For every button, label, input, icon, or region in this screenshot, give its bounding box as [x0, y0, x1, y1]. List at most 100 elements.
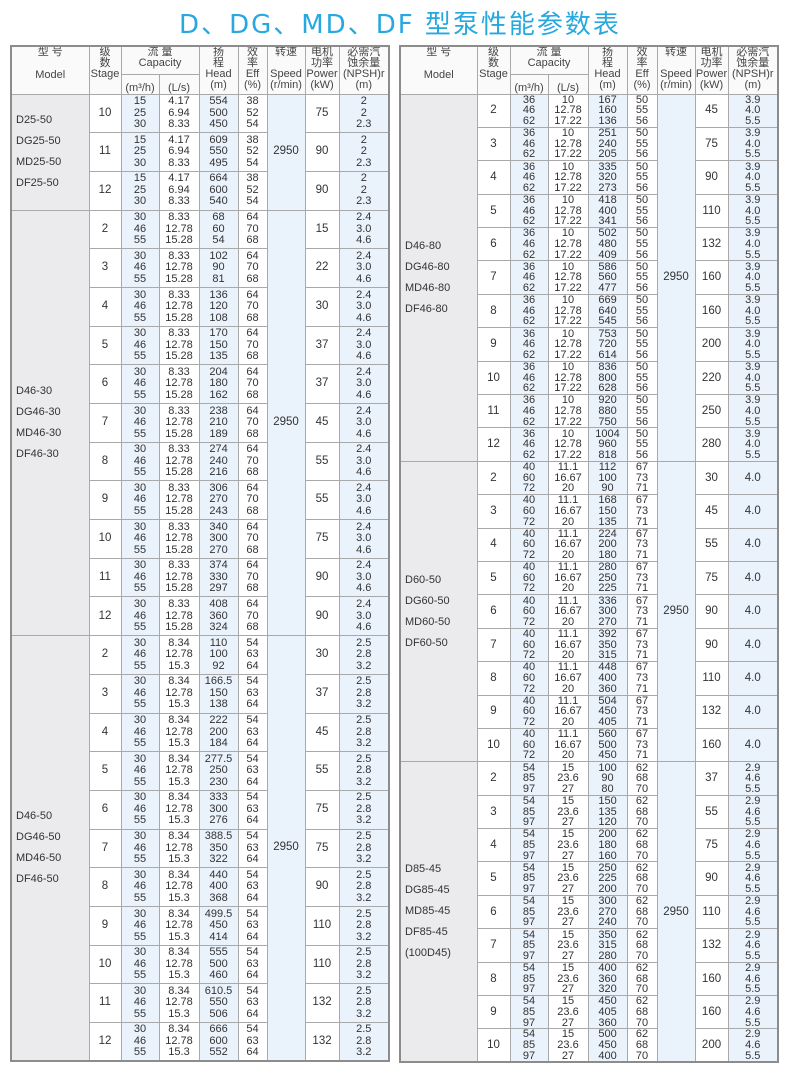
stage-cell: 7 [476, 260, 511, 295]
eff-cell: 38 52 54 [237, 132, 268, 172]
stage-cell: 3 [476, 126, 511, 162]
capacity-ls-cell-value: 15.28 [165, 234, 193, 247]
header-power: 电机 功率 Power (kW) [304, 45, 340, 95]
stage-cell: 6 [88, 789, 122, 830]
eff-cell: 54 63 64 [237, 673, 268, 714]
table-row: 5 30 46 55 8.33 12.78 15.28 170 150 135 64 70 68 37 2.… [11, 325, 390, 366]
npsh-cell-value: 5.5 [745, 114, 761, 127]
eff-cell: 38 52 54 [237, 93, 268, 134]
stage-cell: 3 [88, 673, 122, 714]
capacity-ls-cell-value: 8.34 [168, 752, 190, 765]
head-cell-value: 270 [209, 543, 228, 556]
capacity-ls-cell-value: 12.78 [165, 261, 193, 274]
head-cell-value: 240 [598, 137, 617, 150]
capacity-m3h-cell-value: 85 [522, 772, 536, 785]
head-cell-value: 210 [209, 416, 228, 429]
header-eff: 效 率 Eff (%) [626, 45, 658, 95]
capacity-m3h-cell-value: 85 [522, 805, 536, 818]
head-cell-value: 80 [601, 782, 614, 795]
eff-cell-value: 68 [635, 1039, 649, 1052]
stage-cell: 5 [476, 861, 511, 896]
model-name: D46-50 [16, 810, 53, 823]
power-cell: 110 [304, 944, 340, 985]
npsh-cell-value: 3.2 [356, 775, 372, 788]
npsh-cell-value: 2 [360, 133, 367, 146]
header-speed-en: Speed (r/min) [660, 68, 692, 91]
header-model-en: Model [35, 69, 66, 81]
power-cell: 90 [694, 861, 729, 896]
npsh-cell: 2.5 2.8 3.2 [338, 828, 390, 869]
stage-cell: 9 [476, 995, 511, 1030]
capacity-ls-cell: 8.34 12.78 15.3 [158, 635, 200, 675]
eff-cell-value: 71 [635, 515, 649, 528]
npsh-cell: 2.4 3.0 4.6 [338, 286, 390, 327]
npsh-cell-value: 3.9 [745, 394, 761, 407]
npsh-cell: 2.9 4.6 5.5 [727, 1028, 779, 1063]
header-capacity-cn: 流 量 [147, 46, 173, 58]
npsh-cell-value: 2.4 [356, 211, 372, 224]
eff-cell-value: 68 [246, 582, 259, 595]
npsh-cell-value: 5.5 [745, 315, 761, 328]
stage-cell: 12 [88, 596, 122, 637]
eff-cell-value: 50 [635, 427, 649, 440]
table-row: 7 54 85 97 15 23.6 27 350 315 280 62 68 70 132 2.9 4.6 5… [400, 928, 779, 963]
eff-cell: 67 73 71 [626, 560, 658, 596]
eff-cell-value: 56 [635, 448, 649, 461]
eff-cell-value: 73 [635, 605, 649, 618]
eff-cell-value: 70 [246, 261, 259, 274]
header-npsh: 必需汽 蚀余量 (NPSH)r (m) [338, 45, 390, 95]
model-name: D85-45 [405, 863, 442, 876]
npsh-cell: 3.9 4.0 5.5 [727, 227, 779, 262]
capacity-m3h-cell-value: 62 [522, 448, 536, 461]
capacity-ls-cell-value: 12.78 [554, 271, 582, 284]
table-row: 9 30 46 55 8.33 12.78 15.28 306 270 243 64 70 68 55 2.… [11, 480, 390, 521]
capacity-ls-cell-value: 15.3 [168, 659, 190, 672]
eff-cell: 50 55 56 [626, 293, 658, 329]
npsh-cell-value: 2.3 [356, 156, 372, 169]
capacity-ls-cell: 8.33 12.78 15.28 [158, 209, 200, 250]
capacity-m3h-cell-value: 54 [522, 795, 536, 807]
capacity-m3h-cell-value: 60 [522, 505, 536, 518]
capacity-ls-cell: 10 12.78 17.22 [547, 360, 589, 396]
capacity-ls-cell-value: 23.6 [557, 872, 579, 885]
stage-cell: 11 [476, 394, 511, 429]
model-cell: D60-50 DG60-50 MD60-50 DF60-50 [399, 460, 478, 763]
eff-cell-value: 52 [246, 145, 259, 158]
header-capacity-cn: 流 量 [536, 46, 562, 58]
head-cell-value: 324 [209, 621, 228, 634]
head-cell: 392 350 315 [587, 627, 628, 663]
capacity-m3h-cell-value: 85 [522, 972, 536, 985]
capacity-ls-cell-value: 12.78 [165, 686, 193, 699]
npsh-cell: 3.9 4.0 5.5 [727, 427, 779, 462]
header-head-label: 扬 程 Head (m) [205, 46, 232, 91]
capacity-ls-cell-value: 23.6 [557, 1039, 579, 1052]
npsh-cell: 2.9 4.6 5.5 [727, 828, 779, 863]
npsh-cell-value: 4.6 [745, 905, 761, 918]
eff-cell-value: 50 [635, 94, 649, 106]
eff-cell-value: 70 [246, 493, 259, 506]
stage-cell: 7 [476, 627, 511, 663]
capacity-ls-cell: 15 23.6 27 [547, 761, 589, 796]
header-model-cn: 型 号 [37, 46, 63, 58]
eff-cell-value: 64 [246, 520, 259, 533]
head-cell-value: 552 [209, 1046, 228, 1059]
capacity-ls-cell-value: 8.33 [168, 365, 190, 378]
capacity-m3h-cell-value: 46 [133, 416, 147, 429]
eff-cell-value: 70 [246, 570, 259, 583]
head-cell-value: 502 [598, 227, 617, 240]
eff-cell: 62 68 70 [626, 894, 658, 930]
capacity-ls-cell-value: 8.33 [168, 559, 190, 572]
eff-cell-value: 55 [635, 271, 649, 284]
eff-cell-value: 63 [246, 919, 259, 932]
capacity-m3h-cell-value: 36 [522, 427, 536, 440]
header-eff-label: 效 率 Eff (%) [243, 46, 262, 91]
power-cell: 132 [304, 983, 340, 1023]
npsh-cell-value: 2.9 [745, 995, 761, 1008]
npsh-cell-value: 3.0 [356, 532, 372, 545]
header-speed: 转速 Speed (r/min) [266, 45, 306, 95]
head-cell-value: 450 [598, 705, 617, 718]
capacity-ls-cell: 15 23.6 27 [547, 828, 589, 863]
npsh-cell-value: 4.0 [744, 505, 761, 518]
capacity-ls-cell: 8.34 12.78 15.3 [158, 944, 200, 985]
capacity-ls-cell-value: 11.1 [557, 461, 579, 474]
